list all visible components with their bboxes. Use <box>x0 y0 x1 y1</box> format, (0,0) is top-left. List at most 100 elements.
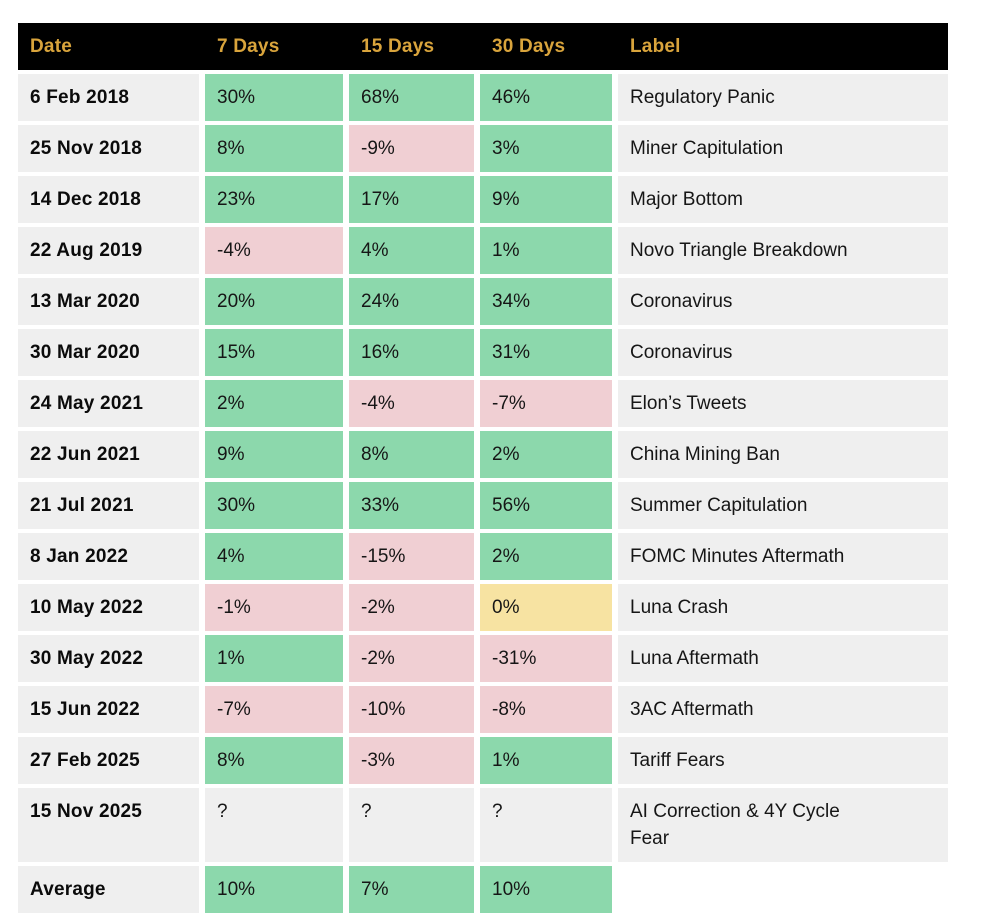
15d-value-cell: -9% <box>349 125 474 172</box>
label-cell: Coronavirus <box>618 329 948 376</box>
label-text: Luna Crash <box>630 597 729 618</box>
label-text: Elon’s Tweets <box>630 393 747 414</box>
15d-value-cell: -10% <box>349 686 474 733</box>
15d-value-cell: -2% <box>349 584 474 631</box>
label-cell: Elon’s Tweets <box>618 380 948 427</box>
label-cell: Coronavirus <box>618 278 948 325</box>
label-cell: FOMC Minutes Aftermath <box>618 533 948 580</box>
7d-value-cell: 23% <box>205 176 343 223</box>
7d-value-cell: 10% <box>205 866 343 913</box>
table-row: Average 10% 7% 10% <box>18 866 948 913</box>
table-row: 8 Jan 2022 4% -15% 2% FOMC Minutes After… <box>18 533 948 580</box>
label-cell: Tariff Fears <box>618 737 948 784</box>
7d-value-cell: 2% <box>205 380 343 427</box>
column-header-30d: 30 Days <box>492 35 566 57</box>
date-cell: 27 Feb 2025 <box>18 737 199 784</box>
30d-value-cell: -7% <box>480 380 612 427</box>
30d-value-cell: 1% <box>480 227 612 274</box>
date-cell: 21 Jul 2021 <box>18 482 199 529</box>
label-cell: Luna Crash <box>618 584 948 631</box>
label-text: Luna Aftermath <box>630 648 759 669</box>
15d-value-cell: -4% <box>349 380 474 427</box>
15d-value-cell: 8% <box>349 431 474 478</box>
date-cell: 15 Jun 2022 <box>18 686 199 733</box>
date-cell: 22 Jun 2021 <box>18 431 199 478</box>
label-text: Coronavirus <box>630 291 733 312</box>
date-cell: 15 Nov 2025 <box>18 788 199 862</box>
column-header-date: Date <box>30 35 72 57</box>
label-text: 3AC Aftermath <box>630 699 754 720</box>
15d-value-cell: 33% <box>349 482 474 529</box>
column-header-15d: 15 Days <box>361 35 435 57</box>
label-text: FOMC Minutes Aftermath <box>630 546 845 567</box>
table-body: 6 Feb 2018 30% 68% 46% Regulatory Panic … <box>18 74 948 913</box>
table-row: 25 Nov 2018 8% -9% 3% Miner Capitulation <box>18 125 948 172</box>
15d-value-cell: 24% <box>349 278 474 325</box>
label-text: Summer Capitulation <box>630 495 808 516</box>
7d-value-cell: -4% <box>205 227 343 274</box>
30d-value-cell: 31% <box>480 329 612 376</box>
30d-value-cell: 9% <box>480 176 612 223</box>
table-row: 15 Nov 2025 ? ? ? AI Correction & 4Y Cyc… <box>18 788 948 862</box>
30d-value-cell: 10% <box>480 866 612 913</box>
label-cell: Novo Triangle Breakdown <box>618 227 948 274</box>
30d-value-cell: -8% <box>480 686 612 733</box>
30d-value-cell: 56% <box>480 482 612 529</box>
7d-value-cell: 9% <box>205 431 343 478</box>
label-cell <box>618 866 948 913</box>
label-cell: China Mining Ban <box>618 431 948 478</box>
15d-value-cell: -15% <box>349 533 474 580</box>
30d-value-cell: ? <box>480 788 612 862</box>
table-row: 6 Feb 2018 30% 68% 46% Regulatory Panic <box>18 74 948 121</box>
table-header-row: Date 7 Days 15 Days 30 Days Label <box>18 23 948 70</box>
30d-value-cell: 1% <box>480 737 612 784</box>
7d-value-cell: 20% <box>205 278 343 325</box>
7d-value-cell: ? <box>205 788 343 862</box>
15d-value-cell: ? <box>349 788 474 862</box>
table-row: 22 Jun 2021 9% 8% 2% China Mining Ban <box>18 431 948 478</box>
label-text: Tariff Fears <box>630 750 725 771</box>
column-header-label: Label <box>630 35 681 57</box>
15d-value-cell: 16% <box>349 329 474 376</box>
15d-value-cell: -3% <box>349 737 474 784</box>
7d-value-cell: 4% <box>205 533 343 580</box>
column-header-7d: 7 Days <box>217 35 280 57</box>
label-cell: Luna Aftermath <box>618 635 948 682</box>
date-cell: 13 Mar 2020 <box>18 278 199 325</box>
7d-value-cell: 8% <box>205 737 343 784</box>
label-cell: Major Bottom <box>618 176 948 223</box>
date-cell: 25 Nov 2018 <box>18 125 199 172</box>
table-row: 15 Jun 2022 -7% -10% -8% 3AC Aftermath <box>18 686 948 733</box>
label-cell: AI Correction & 4Y Cycle Fear <box>618 788 948 862</box>
table-row: 14 Dec 2018 23% 17% 9% Major Bottom <box>18 176 948 223</box>
30d-value-cell: -31% <box>480 635 612 682</box>
date-cell: 22 Aug 2019 <box>18 227 199 274</box>
label-text: AI Correction & 4Y Cycle Fear <box>630 801 840 849</box>
7d-value-cell: 15% <box>205 329 343 376</box>
30d-value-cell: 2% <box>480 533 612 580</box>
7d-value-cell: 1% <box>205 635 343 682</box>
7d-value-cell: -1% <box>205 584 343 631</box>
table-row: 27 Feb 2025 8% -3% 1% Tariff Fears <box>18 737 948 784</box>
table-row: 10 May 2022 -1% -2% 0% Luna Crash <box>18 584 948 631</box>
label-text: Major Bottom <box>630 189 743 210</box>
table-row: 21 Jul 2021 30% 33% 56% Summer Capitulat… <box>18 482 948 529</box>
15d-value-cell: 4% <box>349 227 474 274</box>
7d-value-cell: 30% <box>205 74 343 121</box>
label-cell: Miner Capitulation <box>618 125 948 172</box>
label-text: Novo Triangle Breakdown <box>630 240 848 261</box>
table-row: 22 Aug 2019 -4% 4% 1% Novo Triangle Brea… <box>18 227 948 274</box>
label-cell: Summer Capitulation <box>618 482 948 529</box>
30d-value-cell: 46% <box>480 74 612 121</box>
table-row: 13 Mar 2020 20% 24% 34% Coronavirus <box>18 278 948 325</box>
30d-value-cell: 3% <box>480 125 612 172</box>
15d-value-cell: 7% <box>349 866 474 913</box>
date-cell: 14 Dec 2018 <box>18 176 199 223</box>
30d-value-cell: 2% <box>480 431 612 478</box>
15d-value-cell: 68% <box>349 74 474 121</box>
date-cell: 30 May 2022 <box>18 635 199 682</box>
table-row: 30 Mar 2020 15% 16% 31% Coronavirus <box>18 329 948 376</box>
table-row: 24 May 2021 2% -4% -7% Elon’s Tweets <box>18 380 948 427</box>
date-cell: 6 Feb 2018 <box>18 74 199 121</box>
